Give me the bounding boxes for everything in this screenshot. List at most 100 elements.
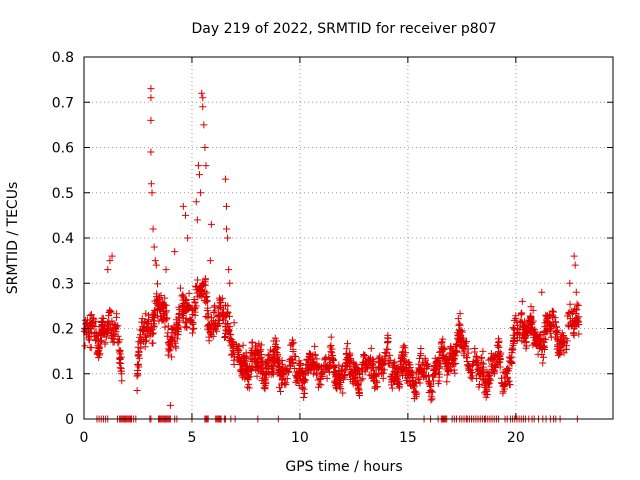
- data-point: [191, 298, 199, 306]
- data-point: [343, 358, 351, 366]
- data-point: [95, 354, 103, 362]
- data-point: [502, 379, 510, 387]
- data-point: [213, 327, 221, 335]
- data-point: [447, 345, 455, 353]
- data-point: [455, 326, 463, 334]
- data-point: [202, 162, 210, 170]
- data-point: [384, 345, 392, 353]
- x-tick-label: 0: [80, 430, 89, 446]
- data-point: [443, 378, 451, 386]
- data-point: [487, 376, 495, 384]
- data-point: [295, 357, 303, 365]
- data-point: [414, 374, 422, 382]
- data-point: [501, 380, 509, 388]
- data-point: [357, 376, 365, 384]
- data-point: [109, 320, 117, 328]
- data-point: [344, 340, 352, 348]
- data-point: [552, 327, 560, 335]
- data-point: [204, 297, 212, 305]
- data-point: [475, 381, 483, 389]
- data-point: [274, 359, 282, 367]
- data-point: [570, 252, 578, 260]
- data-point: [245, 365, 253, 373]
- data-point: [289, 339, 297, 347]
- data-point: [210, 303, 218, 311]
- data-point: [391, 361, 399, 369]
- data-point: [450, 360, 458, 368]
- data-point: [261, 384, 269, 392]
- data-point: [283, 375, 291, 383]
- data-point: [134, 367, 142, 375]
- data-point: [258, 351, 266, 359]
- data-point: [245, 380, 253, 388]
- data-point: [440, 353, 448, 361]
- data-point: [265, 362, 273, 370]
- data-point: [133, 372, 141, 380]
- data-point: [387, 381, 395, 389]
- data-point: [537, 343, 545, 351]
- data-point: [534, 350, 542, 358]
- data-point: [452, 347, 460, 355]
- data-point: [574, 318, 582, 326]
- data-point: [154, 280, 162, 288]
- data-point: [151, 307, 159, 315]
- data-point: [559, 339, 567, 347]
- data-point: [398, 354, 406, 362]
- data-point: [91, 336, 99, 344]
- data-point: [541, 346, 548, 354]
- data-point: [292, 352, 300, 360]
- data-point: [117, 353, 125, 361]
- data-point: [278, 356, 286, 364]
- y-tick-label: 0.7: [52, 95, 74, 111]
- data-point: [164, 329, 172, 337]
- data-point: [165, 347, 173, 355]
- data-point: [527, 312, 535, 320]
- data-point: [197, 189, 205, 197]
- data-point: [462, 337, 470, 345]
- data-point: [248, 339, 256, 347]
- data-point: [161, 294, 169, 302]
- data-point: [223, 202, 231, 210]
- data-point: [264, 365, 272, 373]
- data-point: [421, 371, 429, 379]
- data-point: [205, 337, 213, 345]
- data-point: [176, 284, 184, 292]
- data-point: [107, 308, 115, 316]
- data-point: [113, 313, 121, 321]
- data-point: [553, 328, 561, 336]
- data-point: [471, 348, 479, 356]
- data-point: [522, 324, 530, 332]
- x-axis-label: GPS time / hours: [285, 459, 402, 475]
- data-point: [282, 381, 290, 389]
- data-point: [316, 380, 324, 388]
- data-point: [511, 336, 519, 344]
- data-point: [92, 329, 100, 337]
- data-point: [566, 279, 574, 287]
- data-point: [179, 314, 187, 322]
- data-point: [483, 378, 491, 386]
- axis-ticks: [83, 56, 613, 420]
- y-axis-label: SRMTID / TECUs: [5, 182, 21, 295]
- data-point: [305, 350, 313, 358]
- data-point: [217, 298, 225, 306]
- data-point: [108, 252, 116, 260]
- data-point: [427, 396, 435, 404]
- data-point: [209, 332, 217, 340]
- data-point: [105, 312, 113, 320]
- data-point: [452, 340, 460, 348]
- data-point: [493, 357, 501, 365]
- data-point: [193, 276, 201, 284]
- data-point: [327, 333, 335, 341]
- data-point: [204, 314, 212, 322]
- x-tick-label: 10: [291, 430, 309, 446]
- data-point: [319, 368, 327, 376]
- data-point: [370, 370, 378, 378]
- data-point: [463, 354, 471, 362]
- data-point: [405, 378, 413, 386]
- data-point: [214, 320, 222, 328]
- data-point: [529, 317, 537, 325]
- data-point: [224, 234, 232, 242]
- data-point: [296, 361, 304, 369]
- data-point: [173, 321, 181, 329]
- data-point: [257, 365, 265, 373]
